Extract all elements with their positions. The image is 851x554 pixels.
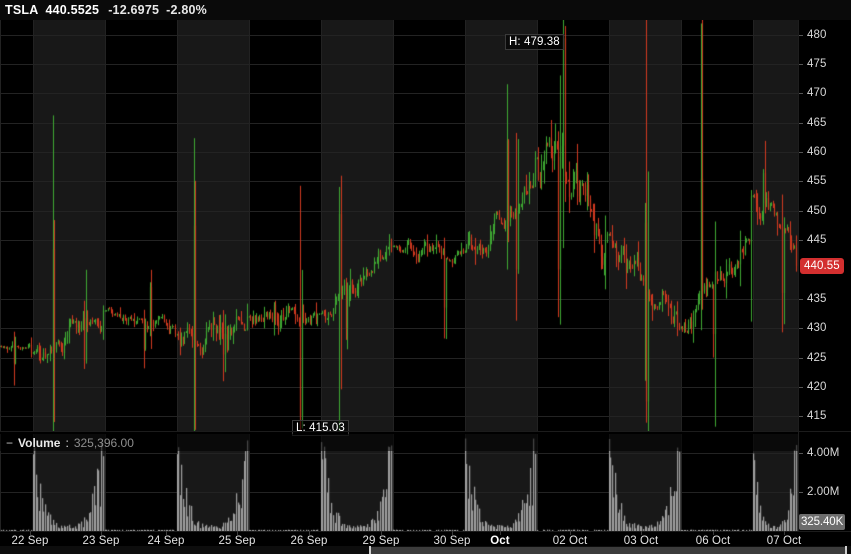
axis-tick	[798, 299, 803, 300]
price-tick-label: 460	[807, 146, 827, 159]
price-tick-label: 420	[807, 380, 827, 393]
scale-divider	[798, 20, 799, 531]
price-tick-label: 425	[807, 351, 827, 364]
axis-tick	[798, 123, 803, 124]
axis-tick	[798, 453, 803, 454]
current-volume-badge[interactable]: 325.40K	[799, 514, 846, 530]
price-tick-label: 445	[807, 234, 827, 247]
price-tick-label: 435	[807, 292, 827, 305]
time-tick-label: 07 Oct	[766, 535, 802, 547]
volume-tick-label: 4.00M	[807, 447, 840, 460]
time-axis-tick	[30, 531, 31, 535]
time-tick-label: 22 Sep	[11, 535, 49, 547]
symbol-label[interactable]: TSLA	[5, 3, 39, 17]
time-axis-tick	[641, 531, 642, 535]
price-tick-label: 415	[807, 410, 827, 423]
volume-legend[interactable]: − Volume : 325,396.00	[0, 434, 798, 451]
time-axis-tick	[452, 531, 453, 535]
time-axis-tick	[101, 531, 102, 535]
axis-tick	[798, 492, 803, 493]
axis-tick	[798, 416, 803, 417]
high-annotation: H: 479.38	[505, 34, 564, 51]
price-tick-label: 480	[807, 28, 827, 41]
axis-tick	[798, 64, 803, 65]
time-tick-label: 23 Sep	[82, 535, 120, 547]
time-axis-tick	[784, 531, 785, 535]
time-axis-tick	[713, 531, 714, 535]
volume-value-label: 325,396.00	[73, 435, 134, 450]
time-tick-label: 30 Sep	[433, 535, 471, 547]
volume-axis[interactable]: 4.00M 2.00M 325.40K	[798, 434, 851, 531]
axis-tick	[798, 211, 803, 212]
time-tick-label: 02 Oct	[552, 535, 588, 547]
last-price-label: 440.5525	[45, 3, 100, 17]
quote-header: TSLA 440.5525 -12.6975 -2.80%	[0, 0, 851, 20]
volume-tick-label: 2.00M	[807, 486, 840, 499]
volume-indicator-name: Volume	[18, 435, 61, 450]
scrollbar-left-handle	[369, 546, 371, 554]
axis-tick	[798, 93, 803, 94]
volume-separator: :	[65, 435, 69, 450]
minus-icon[interactable]: −	[6, 435, 14, 450]
axis-tick	[798, 152, 803, 153]
price-change-label: -12.6975	[108, 3, 160, 17]
time-tick-label: 24 Sep	[147, 535, 185, 547]
price-axis[interactable]: 480 475 470 465 460 455 450 445 435 430 425 420 415 4…	[798, 20, 851, 431]
time-axis-divider	[0, 531, 851, 532]
price-tick-label: 455	[807, 175, 827, 188]
time-tick-label: 06 Oct	[695, 535, 731, 547]
price-tick-label: 470	[807, 87, 827, 100]
scrollbar-thumb[interactable]	[371, 547, 845, 554]
price-chart-pane[interactable]	[0, 20, 798, 431]
axis-tick	[798, 387, 803, 388]
time-axis-tick	[309, 531, 310, 535]
time-tick-label: 25 Sep	[218, 535, 256, 547]
time-axis-tick	[570, 531, 571, 535]
time-tick-label: Oct	[490, 535, 510, 547]
time-axis-tick	[381, 531, 382, 535]
time-tick-label: 26 Sep	[290, 535, 328, 547]
axis-tick	[798, 35, 803, 36]
time-axis-tick	[237, 531, 238, 535]
price-tick-label: 465	[807, 116, 827, 129]
pane-divider	[0, 431, 851, 432]
time-tick-label: 03 Oct	[623, 535, 659, 547]
price-tick-label: 475	[807, 58, 827, 71]
current-price-badge[interactable]: 440.55	[800, 258, 844, 275]
time-axis-tick	[166, 531, 167, 535]
candlestick-plot[interactable]	[0, 20, 798, 431]
price-tick-label: 430	[807, 322, 827, 335]
scrollbar-right-handle	[845, 546, 847, 554]
axis-tick	[798, 240, 803, 241]
price-tick-label: 450	[807, 204, 827, 217]
axis-tick	[798, 181, 803, 182]
horizontal-scrollbar[interactable]	[0, 546, 851, 554]
axis-tick	[798, 358, 803, 359]
time-axis-tick	[500, 531, 501, 535]
time-tick-label: 29 Sep	[362, 535, 400, 547]
axis-tick	[798, 328, 803, 329]
price-change-pct-label: -2.80%	[166, 3, 207, 17]
